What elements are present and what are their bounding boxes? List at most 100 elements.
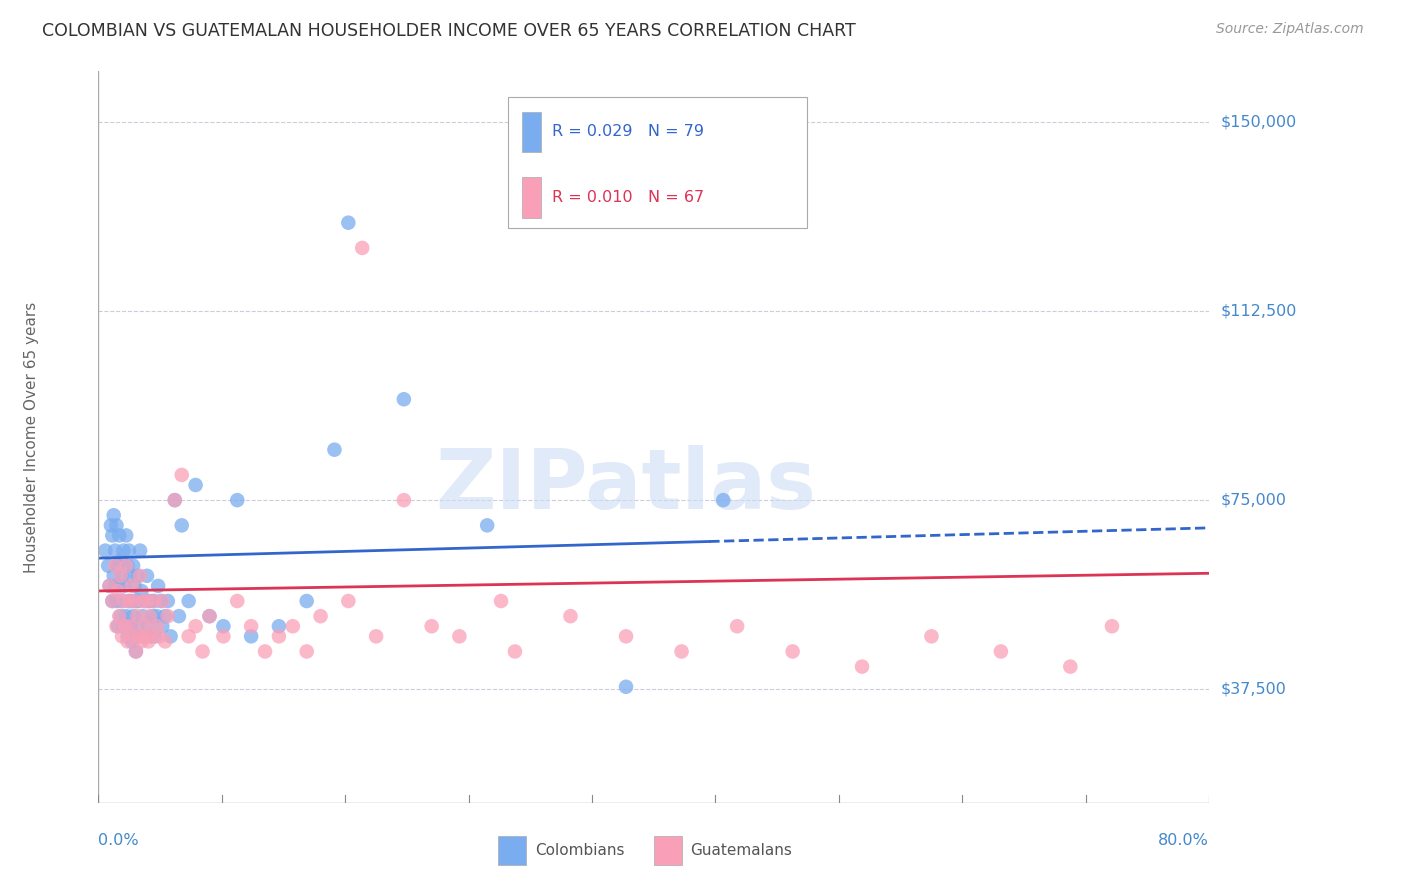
Point	[711, 493, 734, 508]
FancyBboxPatch shape	[498, 836, 526, 865]
Point	[111, 594, 134, 608]
Point	[146, 579, 169, 593]
Point	[489, 594, 512, 608]
Point	[101, 594, 124, 608]
Point	[122, 629, 145, 643]
Point	[125, 594, 148, 608]
Point	[671, 644, 693, 658]
Point	[366, 629, 388, 643]
Point	[117, 634, 139, 648]
Point	[98, 579, 121, 593]
Point	[129, 569, 152, 583]
Point	[337, 216, 360, 230]
Point	[1101, 619, 1123, 633]
Point	[139, 609, 162, 624]
Point	[115, 609, 138, 624]
Point	[725, 619, 748, 633]
Point	[104, 579, 127, 593]
Point	[143, 594, 166, 608]
Point	[122, 558, 145, 573]
Point	[184, 478, 207, 492]
Point	[117, 558, 139, 573]
Point	[163, 493, 186, 508]
Point	[108, 579, 131, 593]
Point	[145, 609, 167, 624]
Point	[98, 579, 121, 593]
Point	[240, 619, 263, 633]
Point	[103, 508, 125, 523]
Point	[156, 594, 179, 608]
Point	[1059, 659, 1081, 673]
Point	[105, 594, 128, 608]
Text: Guatemalans: Guatemalans	[690, 843, 793, 858]
Point	[138, 634, 160, 648]
Point	[560, 609, 582, 624]
Point	[352, 241, 374, 255]
FancyBboxPatch shape	[654, 836, 682, 865]
Point	[337, 594, 360, 608]
Point	[104, 543, 127, 558]
Point	[851, 659, 873, 673]
Point	[142, 609, 165, 624]
Point	[267, 629, 290, 643]
Point	[153, 634, 176, 648]
Point	[120, 619, 142, 633]
Point	[120, 569, 142, 583]
Point	[127, 569, 149, 583]
Point	[121, 579, 143, 593]
Point	[105, 619, 128, 633]
Point	[111, 629, 134, 643]
Point	[118, 543, 141, 558]
Point	[475, 518, 499, 533]
FancyBboxPatch shape	[522, 178, 541, 218]
Point	[127, 609, 149, 624]
Point	[118, 594, 141, 608]
Point	[148, 629, 170, 643]
Point	[121, 634, 143, 648]
Point	[150, 619, 173, 633]
Point	[110, 609, 132, 624]
Point	[177, 594, 200, 608]
Point	[240, 629, 263, 643]
FancyBboxPatch shape	[522, 112, 541, 152]
Point	[392, 493, 415, 508]
Point	[614, 629, 637, 643]
Point	[101, 594, 124, 608]
Point	[141, 629, 163, 643]
Point	[614, 680, 637, 694]
Point	[990, 644, 1012, 658]
Point	[97, 558, 120, 573]
Point	[141, 629, 163, 643]
Point	[136, 569, 159, 583]
Text: $37,500: $37,500	[1220, 681, 1286, 697]
Text: COLOMBIAN VS GUATEMALAN HOUSEHOLDER INCOME OVER 65 YEARS CORRELATION CHART: COLOMBIAN VS GUATEMALAN HOUSEHOLDER INCO…	[42, 22, 856, 40]
Point	[198, 609, 221, 624]
Point	[920, 629, 942, 643]
Point	[253, 644, 276, 658]
Point	[124, 579, 146, 593]
Point	[191, 644, 214, 658]
Point	[420, 619, 443, 633]
Point	[100, 518, 122, 533]
Point	[114, 579, 136, 593]
Text: ZIPatlas: ZIPatlas	[436, 444, 817, 525]
Point	[118, 594, 141, 608]
Point	[150, 594, 173, 608]
Point	[159, 629, 181, 643]
Point	[143, 629, 166, 643]
Point	[111, 569, 134, 583]
Point	[153, 609, 176, 624]
Point	[198, 609, 221, 624]
Point	[323, 442, 346, 457]
Text: $75,000: $75,000	[1220, 492, 1286, 508]
Text: Colombians: Colombians	[534, 843, 624, 858]
Text: R = 0.010   N = 67: R = 0.010 N = 67	[553, 190, 704, 205]
Point	[170, 518, 193, 533]
Point	[110, 554, 132, 568]
Point	[110, 569, 132, 583]
Point	[129, 543, 152, 558]
Point	[782, 644, 804, 658]
Point	[121, 594, 143, 608]
Point	[145, 619, 167, 633]
Point	[267, 619, 290, 633]
